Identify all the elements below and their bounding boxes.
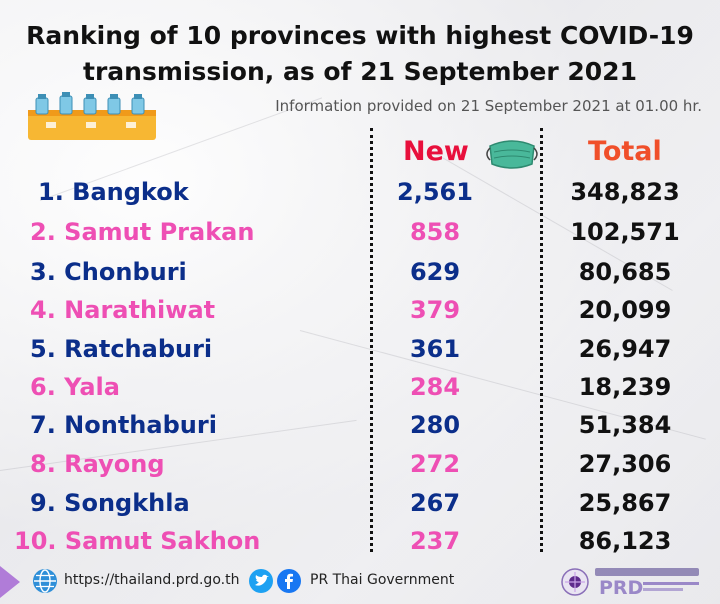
province-name: 5. Ratchaburi — [30, 335, 213, 363]
total-cases: 80,685 — [578, 258, 672, 286]
header-total: Total — [588, 136, 662, 167]
column-divider-right — [540, 128, 543, 552]
province-name: 8. Rayong — [30, 450, 165, 478]
province-name: 2. Samut Prakan — [30, 218, 255, 246]
prd-logo: PRD — [561, 568, 699, 599]
new-cases: 237 — [409, 527, 461, 555]
table-row: 3. Chonburi 629 80,685 — [0, 258, 720, 296]
website-link[interactable]: https://thailand.prd.go.th — [64, 572, 240, 588]
province-name: 4. Narathiwat — [30, 296, 216, 324]
facebook-icon[interactable] — [276, 568, 302, 594]
table-row: 9. Songkhla 267 25,867 — [0, 489, 720, 527]
total-cases: 348,823 — [570, 178, 680, 206]
province-name: 7. Nonthaburi — [30, 411, 217, 439]
total-cases: 25,867 — [578, 489, 672, 517]
table-row: 7. Nonthaburi 280 51,384 — [0, 411, 720, 449]
table-row: 8. Rayong 272 27,306 — [0, 450, 720, 488]
new-cases: 379 — [409, 296, 461, 324]
table-row: 10. Samut Sakhon 237 86,123 — [0, 527, 720, 565]
province-name: 9. Songkhla — [30, 489, 190, 517]
province-name: 3. Chonburi — [30, 258, 187, 286]
title-line-1: Ranking of 10 provinces with highest COV… — [26, 21, 694, 50]
total-cases: 86,123 — [578, 527, 672, 555]
total-cases: 102,571 — [570, 218, 680, 246]
new-cases: 361 — [409, 335, 461, 363]
page-title: Ranking of 10 provinces with highest COV… — [0, 18, 720, 90]
footer-triangle — [0, 566, 20, 598]
province-name: 6. Yala — [30, 373, 120, 401]
table-row: 6. Yala 284 18,239 — [0, 373, 720, 411]
table-row: 5. Ratchaburi 361 26,947 — [0, 335, 720, 373]
total-cases: 26,947 — [578, 335, 672, 363]
social-handle[interactable]: PR Thai Government — [310, 572, 455, 588]
title-line-2: transmission, as of 21 September 2021 — [83, 57, 637, 86]
footer: https://thailand.prd.go.th PR Thai Gover… — [0, 560, 720, 604]
header-new: New — [403, 136, 469, 167]
svg-text:PRD: PRD — [599, 577, 643, 599]
table-row: 1. Bangkok 2,561 348,823 — [0, 178, 720, 216]
new-cases: 858 — [409, 218, 461, 246]
province-name: 10. Samut Sakhon — [14, 527, 261, 555]
new-cases: 272 — [409, 450, 461, 478]
total-cases: 27,306 — [578, 450, 672, 478]
column-divider-left — [370, 128, 373, 552]
table-row: 4. Narathiwat 379 20,099 — [0, 296, 720, 334]
info-note: Information provided on 21 September 202… — [275, 97, 702, 115]
table-row: 2. Samut Prakan 858 102,571 — [0, 218, 720, 256]
total-cases: 20,099 — [578, 296, 672, 324]
new-cases: 267 — [409, 489, 461, 517]
new-cases: 2,561 — [397, 178, 473, 206]
total-cases: 18,239 — [578, 373, 672, 401]
twitter-icon[interactable] — [248, 568, 274, 594]
province-name: 1. Bangkok — [38, 178, 189, 206]
new-cases: 629 — [409, 258, 461, 286]
new-cases: 284 — [409, 373, 461, 401]
face-mask-icon — [486, 140, 538, 169]
globe-icon — [33, 569, 57, 593]
total-cases: 51,384 — [578, 411, 672, 439]
vaccine-vials-icon — [28, 92, 156, 140]
new-cases: 280 — [409, 411, 461, 439]
